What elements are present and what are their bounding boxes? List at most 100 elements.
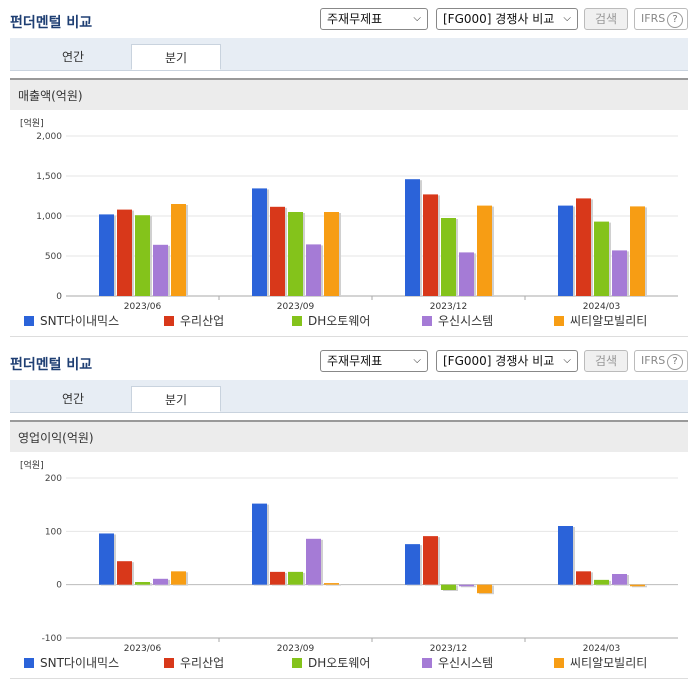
legend-label: DH오토웨어 xyxy=(308,656,371,670)
y-tick-label: 2,000 xyxy=(36,132,62,142)
legend-label: 우신시스템 xyxy=(438,314,494,328)
chart-frame xyxy=(10,110,688,337)
bar xyxy=(153,578,168,585)
help-icon: ? xyxy=(667,12,683,28)
bar xyxy=(324,583,339,585)
bar xyxy=(612,574,627,585)
bar xyxy=(306,538,321,585)
y-tick-label: 200 xyxy=(45,474,62,484)
statement-select-value: 주재무제표 xyxy=(327,354,383,368)
legend-label: SNT다이내믹스 xyxy=(40,314,120,328)
y-tick-label: 0 xyxy=(56,292,62,302)
panel-title: 펀더멘털 비교 xyxy=(10,15,93,31)
bar xyxy=(252,188,267,296)
legend-label: 씨티알모빌리티 xyxy=(570,314,648,328)
legend-item[interactable]: 우리산업 xyxy=(164,312,224,330)
bar xyxy=(270,571,285,585)
bar xyxy=(423,536,438,585)
legend-label: 우리산업 xyxy=(180,656,225,670)
bar xyxy=(441,584,456,590)
y-tick-label: 500 xyxy=(45,252,62,262)
legend-swatch xyxy=(554,316,564,326)
help-icon: ? xyxy=(667,354,683,370)
ifrs-button[interactable]: IFRS ? xyxy=(634,8,688,30)
bar xyxy=(117,209,132,296)
bar xyxy=(135,582,150,585)
legend-swatch xyxy=(554,658,564,668)
search-button[interactable]: 검색 xyxy=(584,8,628,30)
bar xyxy=(477,584,492,594)
legend-swatch xyxy=(164,316,174,326)
panel-revenue: 펀더멘털 비교 주재무제표 ⌵ [FG000] 경쟁사 비교 ⌵ 검색 IFRS… xyxy=(0,0,696,337)
bar xyxy=(594,579,609,585)
peer-select[interactable]: [FG000] 경쟁사 비교 ⌵ xyxy=(436,8,578,30)
search-button[interactable]: 검색 xyxy=(584,350,628,372)
legend-swatch xyxy=(292,316,302,326)
tab-quarterly[interactable]: 분기 xyxy=(131,44,221,70)
panel-title: 펀더멘털 비교 xyxy=(10,357,93,373)
y-tick-label: -100 xyxy=(42,634,63,644)
bar xyxy=(270,206,285,296)
legend-item[interactable]: SNT다이내믹스 xyxy=(24,654,119,672)
bar-shadow xyxy=(461,585,476,588)
metric-label: 영업이익(억원) xyxy=(10,420,688,452)
tab-annual[interactable]: 연간 xyxy=(61,392,85,406)
chevron-down-icon: ⌵ xyxy=(563,13,571,24)
bar xyxy=(405,179,420,296)
x-tick-label: 2024/03 xyxy=(583,644,620,652)
chevron-down-icon: ⌵ xyxy=(563,355,571,366)
statement-select[interactable]: 주재무제표 ⌵ xyxy=(320,350,428,372)
tab-annual[interactable]: 연간 xyxy=(61,50,85,64)
x-tick-label: 2023/06 xyxy=(124,302,162,310)
chevron-down-icon: ⌵ xyxy=(413,355,421,366)
bar xyxy=(630,206,645,296)
bar xyxy=(306,244,321,296)
metric-label: 매출액(억원) xyxy=(10,78,688,110)
revenue-chart: [억원] 0 500 1,000 1,500 2,000 2023/06 2023/09 202… xyxy=(20,117,678,310)
bar xyxy=(252,503,267,585)
period-tabs: 연간 분기 xyxy=(10,38,688,71)
statement-select[interactable]: 주재무제표 ⌵ xyxy=(320,8,428,30)
bar xyxy=(405,544,420,585)
bar xyxy=(558,526,573,585)
legend-swatch xyxy=(24,316,34,326)
bar xyxy=(171,204,186,296)
bar-shadow xyxy=(326,584,341,586)
bar xyxy=(324,212,339,296)
chart-legend: SNT다이내믹스 우리산업 DH오토웨어 우신시스템 씨티알모빌리티 xyxy=(24,654,684,672)
bar xyxy=(477,205,492,296)
legend-swatch xyxy=(164,658,174,668)
legend-item[interactable]: SNT다이내믹스 xyxy=(24,312,119,330)
panel-header: 펀더멘털 비교 주재무제표 ⌵ [FG000] 경쟁사 비교 ⌵ 검색 IFRS… xyxy=(0,0,696,38)
chevron-down-icon: ⌵ xyxy=(413,13,421,24)
legend-item[interactable]: DH오토웨어 xyxy=(292,654,370,672)
legend-item[interactable]: 우리산업 xyxy=(164,654,224,672)
x-tick-label: 2023/09 xyxy=(277,644,315,652)
peer-select[interactable]: [FG000] 경쟁사 비교 ⌵ xyxy=(436,350,578,372)
legend-item[interactable]: 우신시스템 xyxy=(422,312,493,330)
bar xyxy=(288,212,303,296)
bar xyxy=(576,198,591,296)
legend-item[interactable]: 씨티알모빌리티 xyxy=(554,654,647,672)
ifrs-label: IFRS xyxy=(641,12,666,25)
tab-quarterly[interactable]: 분기 xyxy=(131,386,221,412)
x-tick-label: 2023/12 xyxy=(430,302,467,310)
chart-frame xyxy=(10,452,688,679)
ifrs-label: IFRS xyxy=(641,354,666,367)
legend-item[interactable]: 우신시스템 xyxy=(422,654,493,672)
period-tabs: 연간 분기 xyxy=(10,380,688,413)
bar xyxy=(171,571,186,585)
bar-shadow xyxy=(632,585,647,588)
panel-operating-profit: 펀더멘털 비교 주재무제표 ⌵ [FG000] 경쟁사 비교 ⌵ 검색 IFRS… xyxy=(0,342,696,684)
peer-select-value: [FG000] 경쟁사 비교 xyxy=(443,354,555,368)
y-unit-label: [억원] xyxy=(20,459,44,471)
legend-item[interactable]: DH오토웨어 xyxy=(292,312,370,330)
legend-item[interactable]: 씨티알모빌리티 xyxy=(554,312,647,330)
bar xyxy=(99,214,114,296)
y-tick-label: 1,500 xyxy=(36,172,62,182)
ifrs-button[interactable]: IFRS ? xyxy=(634,350,688,372)
statement-select-value: 주재무제표 xyxy=(327,12,383,26)
panel-header: 펀더멘털 비교 주재무제표 ⌵ [FG000] 경쟁사 비교 ⌵ 검색 IFRS… xyxy=(0,342,696,380)
chart-legend: SNT다이내믹스 우리산업 DH오토웨어 우신시스템 씨티알모빌리티 xyxy=(24,312,684,330)
y-tick-label: 1,000 xyxy=(36,212,62,222)
